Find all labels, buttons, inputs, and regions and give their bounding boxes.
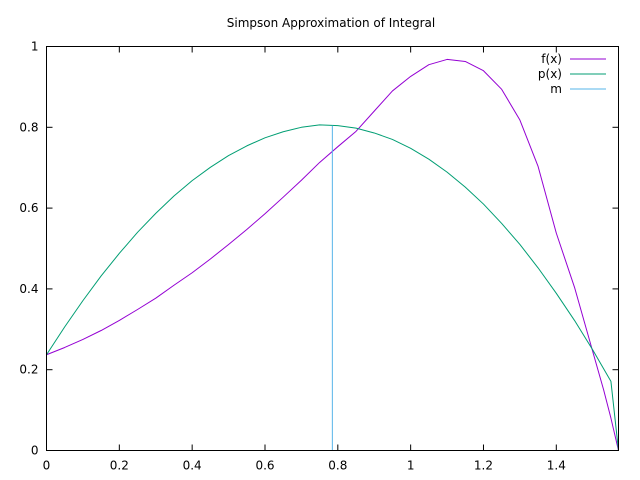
legend-label-f-x: f(x) [541, 52, 562, 66]
x-tick-label: 0 [43, 459, 51, 473]
series-p-x-line [46, 124, 619, 451]
y-tick-label: 0.2 [19, 363, 38, 377]
x-tick-label: 0.8 [328, 459, 347, 473]
legend-label-m: m [550, 82, 562, 96]
x-tick-label: 0.2 [110, 459, 129, 473]
legend-label-p-x: p(x) [538, 67, 562, 81]
series-f-x-line [46, 58, 619, 451]
x-tick-label: 1.2 [474, 459, 493, 473]
x-tick-label: 1.4 [547, 459, 566, 473]
legend: f(x)p(x)m [538, 52, 606, 96]
axis-ticks: 0 0.2 0.4 0.6 0.8 1 1.2 1.4 0 0.2 0.4 0.6 0.8 1 [19, 40, 619, 473]
chart-title: Simpson Approximation of Integral [227, 16, 436, 30]
y-tick-label: 0 [31, 444, 39, 458]
x-tick-label: 0.6 [255, 459, 274, 473]
y-tick-label: 0.4 [19, 282, 38, 296]
y-tick-label: 1 [31, 40, 39, 54]
y-tick-label: 0.6 [19, 201, 38, 215]
plot-curves [46, 58, 619, 451]
plot-frame [46, 46, 619, 451]
x-tick-label: 1 [407, 459, 415, 473]
y-tick-label: 0.8 [19, 120, 38, 134]
x-tick-label: 0.4 [183, 459, 202, 473]
